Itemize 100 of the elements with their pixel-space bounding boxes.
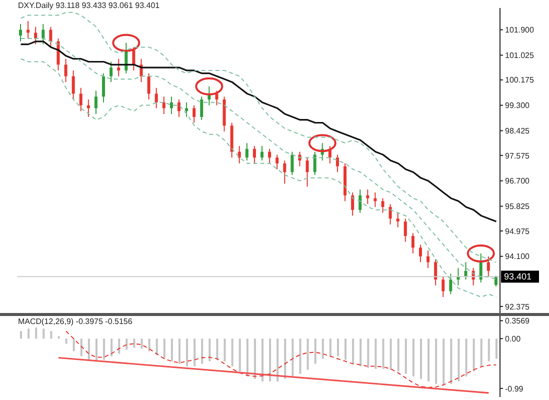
y-tick-label: 94.100: [505, 252, 530, 262]
bar: [95, 338, 98, 362]
candlestick: [34, 26, 38, 45]
candlestick: [170, 96, 173, 115]
bar: [20, 331, 22, 339]
candlestick: [268, 148, 272, 164]
bar: [72, 338, 75, 352]
y-tick-label: 98.425: [505, 126, 530, 136]
bar: [170, 338, 173, 362]
y-tick-label: 99.300: [505, 101, 530, 110]
bar: [404, 338, 407, 374]
bar: [35, 328, 38, 339]
bar: [397, 338, 400, 372]
candlestick: [418, 244, 422, 263]
y-tick-label: 101.025: [505, 51, 534, 60]
candlestick: [102, 72, 106, 103]
candlestick: [64, 58, 68, 83]
bar: [246, 338, 248, 376]
bar: [156, 338, 158, 356]
y-tick-label: 97.575: [505, 151, 530, 160]
candlestick: [381, 198, 384, 214]
bar: [65, 338, 68, 344]
bar: [58, 336, 60, 339]
bar: [110, 338, 113, 356]
y-tick-label: 101.900: [505, 26, 534, 35]
bar: [292, 338, 294, 376]
candlestick: [396, 212, 400, 228]
candlestick: [449, 273, 452, 295]
candlestick: [245, 142, 248, 161]
candlestick: [290, 151, 294, 176]
bar: [314, 338, 316, 364]
bar: [126, 338, 128, 350]
y-tick-label: 100.175: [505, 76, 534, 85]
line-series: [20, 40, 498, 222]
bar: [442, 338, 445, 385]
candlestick: [117, 58, 120, 77]
bar: [50, 331, 52, 339]
bar: [472, 338, 475, 372]
candlestick: [358, 189, 362, 214]
bar: [390, 338, 392, 370]
bar: [194, 338, 196, 366]
line-series: [66, 330, 497, 388]
bar: [336, 338, 339, 356]
bar: [299, 338, 302, 374]
bar: [352, 338, 354, 364]
bar: [88, 338, 90, 360]
bar: [382, 338, 384, 369]
candlestick: [434, 258, 438, 286]
candlestick: [200, 96, 204, 120]
bar: [163, 338, 166, 359]
bar: [269, 338, 272, 382]
bar: [276, 338, 279, 382]
ref-line-label: 93.401: [504, 272, 532, 282]
y-tick-label: 0.00: [505, 334, 522, 344]
candlestick: [479, 252, 482, 283]
y-tick-label: 0.3569: [505, 316, 530, 326]
candlestick: [147, 72, 150, 100]
bar: [412, 338, 414, 376]
candlestick: [306, 157, 309, 188]
bar: [201, 338, 204, 364]
chart-title: MACD(12,26,9) -0.3975 -0.5156: [18, 317, 132, 326]
bar: [103, 338, 106, 360]
bar: [458, 338, 460, 382]
bar: [80, 338, 82, 356]
bar: [480, 338, 482, 366]
candlestick: [276, 154, 279, 170]
bar: [208, 338, 211, 362]
bar: [367, 338, 370, 368]
bar: [374, 338, 377, 369]
candlestick: [252, 145, 256, 164]
candlestick: [283, 160, 286, 184]
bar: [435, 338, 438, 384]
candlestick: [404, 218, 407, 242]
candlestick: [162, 96, 166, 115]
candlestick: [328, 145, 332, 164]
bar: [133, 338, 136, 348]
bar: [140, 338, 143, 349]
candlestick: [260, 145, 264, 161]
bar: [262, 338, 264, 382]
candlestick: [19, 23, 22, 42]
bar: [216, 338, 218, 360]
bar: [254, 338, 256, 379]
candlestick: [388, 204, 392, 225]
bar: [28, 328, 30, 339]
candlestick: [72, 70, 75, 100]
bar: [306, 338, 309, 370]
bar: [495, 338, 498, 359]
y-tick-label: 92.375: [505, 302, 530, 312]
bar: [186, 338, 188, 366]
bar: [360, 338, 362, 366]
y-tick-label: -0.99: [505, 384, 524, 394]
candlestick: [442, 276, 445, 298]
candlestick: [215, 90, 218, 106]
bar: [450, 338, 452, 384]
bar: [118, 338, 120, 354]
candlestick: [366, 189, 370, 205]
candlestick: [494, 275, 498, 288]
candlestick: [42, 23, 45, 45]
bar: [148, 338, 150, 352]
bar: [231, 338, 234, 366]
